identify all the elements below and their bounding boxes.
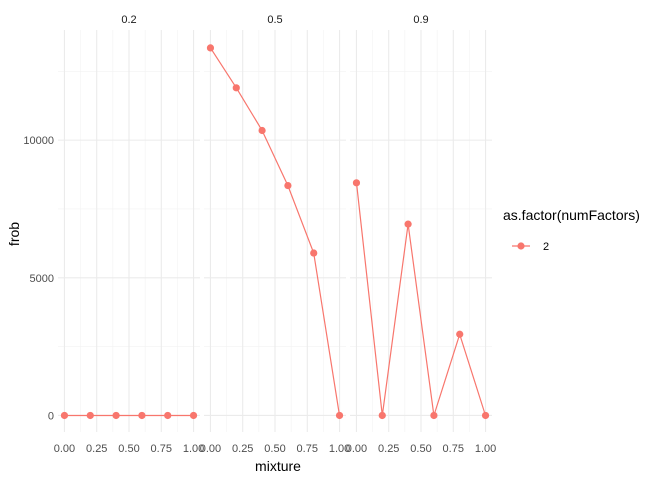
data-point <box>60 411 69 420</box>
data-point <box>86 411 94 420</box>
legend-entry-label: 2 <box>543 241 549 253</box>
y-tick-label: 5000 <box>30 273 54 285</box>
legend-key-point <box>517 242 525 250</box>
x-tick-label: 0.25 <box>232 443 253 455</box>
data-point <box>456 330 464 338</box>
series-line <box>209 47 341 416</box>
data-point <box>404 220 412 228</box>
x-tick-label: 0.50 <box>118 443 139 455</box>
data-point <box>258 126 266 135</box>
facet-panel-2: 0.5 0.00 0.25 0.50 0.75 1.00 <box>200 14 351 455</box>
facet-label: 0.5 <box>267 14 282 26</box>
x-tick-label: 0.75 <box>297 443 318 455</box>
data-point <box>378 411 386 420</box>
facet-label: 0.2 <box>121 14 136 26</box>
data-point <box>206 44 215 52</box>
legend-keys: 2 <box>512 241 549 253</box>
data-point <box>335 411 344 420</box>
x-tick-label: 0.25 <box>86 443 107 455</box>
y-tick-label: 10000 <box>23 135 54 147</box>
legend-title: as.factor(numFactors) <box>503 207 640 223</box>
x-tick-label: 0.50 <box>410 443 431 455</box>
y-axis: 0 5000 10000 <box>23 135 54 422</box>
x-tick-label: 0.75 <box>443 443 464 455</box>
facet-panels: 0.20.00 0.25 0.50 0.75 1.000.50.00 0.25 0.50 0.… <box>54 14 497 455</box>
data-point <box>430 411 438 420</box>
facet-panel-3: 0.9 0.00 0.25 0.50 0.75 1.00 <box>346 14 497 455</box>
data-point <box>164 411 172 420</box>
facet-label: 0.9 <box>413 14 428 26</box>
legend: as.factor(numFactors) 2 <box>503 207 640 253</box>
x-tick-label: 1.00 <box>183 443 204 455</box>
data-point <box>232 84 240 92</box>
facet-panel-1: 0.2 0.00 0.25 0.50 0.75 1.00 <box>54 14 205 455</box>
data-point <box>481 411 490 420</box>
y-axis-title: frob <box>6 222 22 246</box>
x-tick-label: 0.25 <box>378 443 399 455</box>
x-tick-label: 0.50 <box>264 443 285 455</box>
x-tick-label: 0.75 <box>151 443 172 455</box>
data-point <box>352 179 361 187</box>
data-point <box>112 411 120 420</box>
x-tick-label: 1.00 <box>329 443 350 455</box>
x-tick-label: 0.00 <box>200 443 221 455</box>
data-point <box>310 249 318 257</box>
series-line <box>355 182 487 416</box>
x-tick-label: 0.00 <box>346 443 367 455</box>
x-axis-title: mixture <box>255 458 301 474</box>
x-tick-label: 1.00 <box>475 443 496 455</box>
y-tick-label: 0 <box>48 410 54 422</box>
data-point <box>189 411 198 420</box>
x-tick-label: 0.00 <box>54 443 75 455</box>
data-point <box>284 181 292 190</box>
data-point <box>138 411 146 420</box>
